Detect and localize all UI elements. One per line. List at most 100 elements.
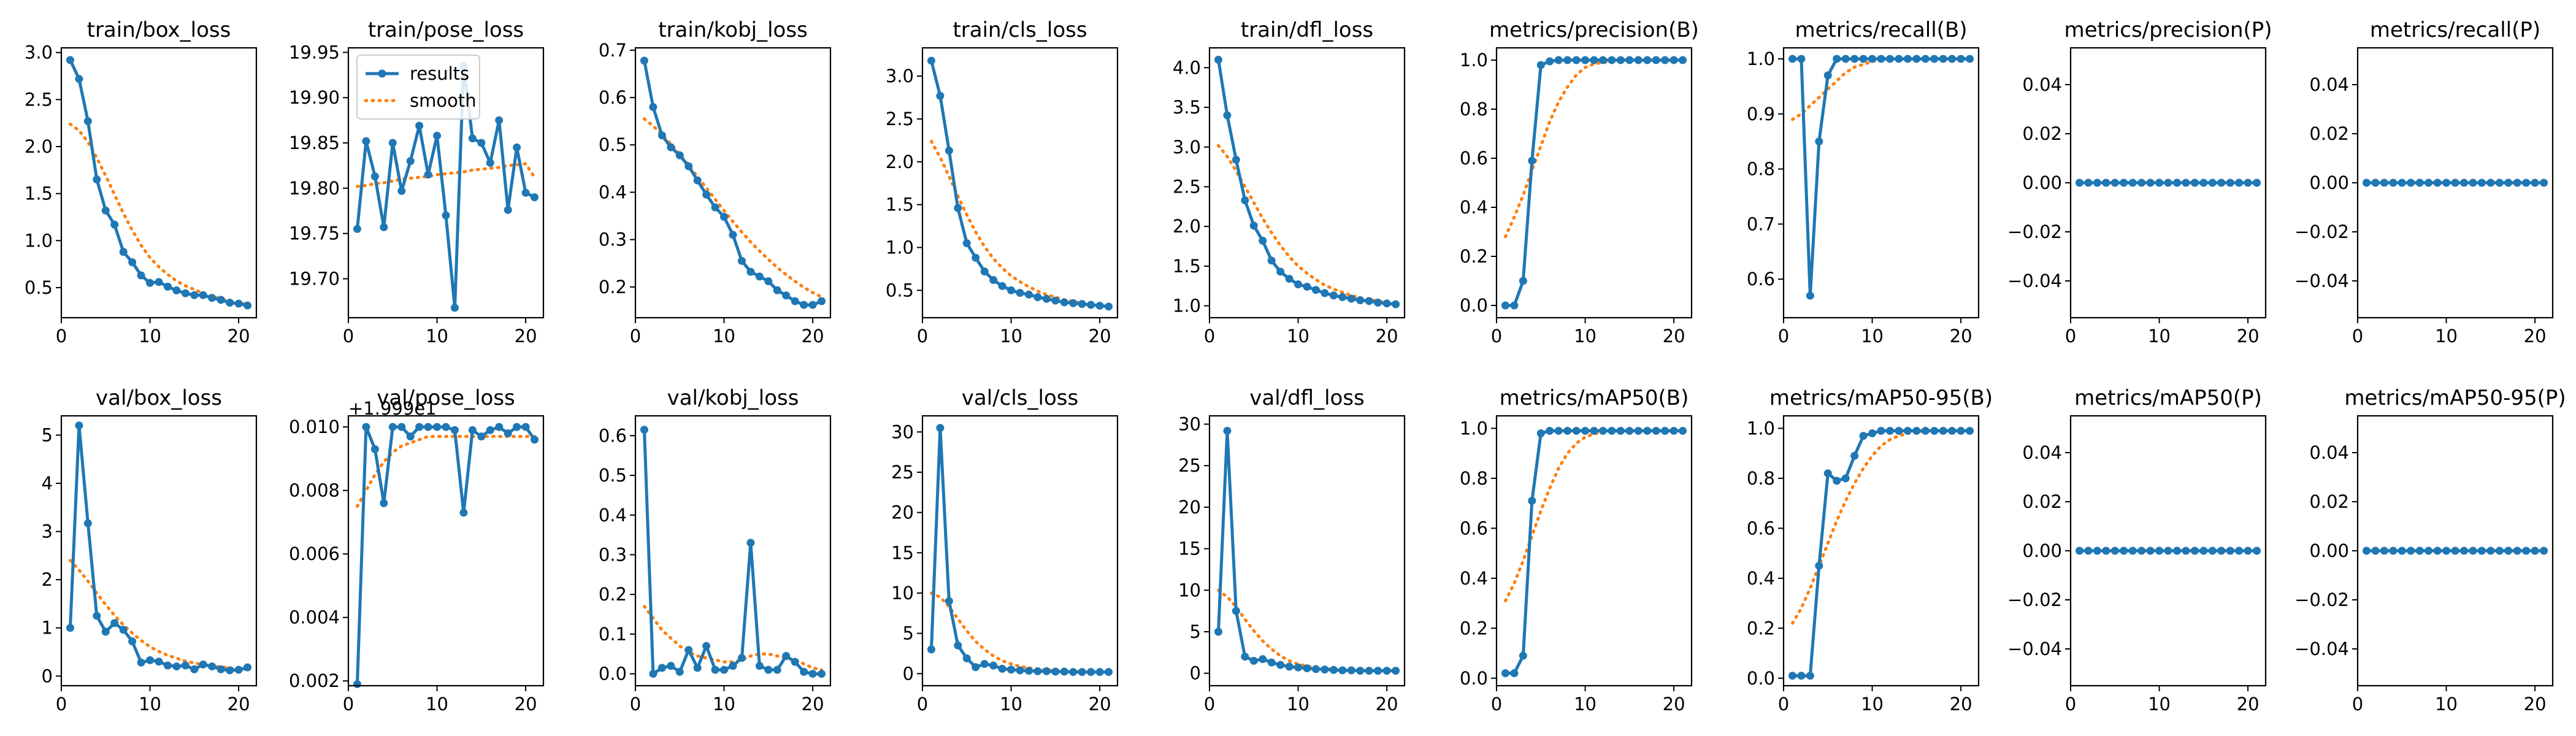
y-tick-label: 0.3 bbox=[599, 544, 627, 565]
data-point bbox=[388, 423, 397, 431]
data-point bbox=[1652, 56, 1660, 64]
data-point bbox=[1329, 291, 1338, 300]
y-tick-label: 2 bbox=[42, 569, 53, 590]
y-tick-label: 19.80 bbox=[289, 178, 340, 199]
panel-val-kobj-loss: val/kobj_loss 0 10 20 0.0 0.1 0.2 0.3 0.4 0.5 0.6 bbox=[599, 386, 832, 715]
series-line-smooth bbox=[1791, 57, 1971, 121]
data-point bbox=[155, 657, 163, 666]
data-point bbox=[782, 651, 791, 660]
panel-title: val/cls_loss bbox=[962, 386, 1078, 410]
y-tick-label: 0.6 bbox=[1747, 518, 1775, 539]
data-point bbox=[1616, 56, 1625, 64]
data-point bbox=[1536, 429, 1545, 438]
y-tick-label: 0.02 bbox=[2309, 491, 2349, 512]
data-point bbox=[1581, 426, 1590, 435]
x-tick-label: 10 bbox=[1861, 694, 1884, 715]
data-point bbox=[962, 654, 971, 662]
y-tick-label: 0.4 bbox=[599, 505, 627, 526]
data-point bbox=[1223, 426, 1232, 435]
data-point bbox=[1356, 296, 1365, 305]
series-line-smooth bbox=[1791, 429, 1971, 625]
data-point bbox=[1948, 426, 1957, 435]
data-point bbox=[83, 117, 92, 126]
data-point bbox=[1042, 294, 1051, 303]
data-point bbox=[1608, 56, 1616, 64]
data-point bbox=[380, 499, 388, 507]
data-point bbox=[1069, 668, 1078, 677]
x-tick-label: 10 bbox=[2435, 326, 2458, 347]
data-point bbox=[2244, 178, 2252, 187]
data-point bbox=[2199, 178, 2208, 187]
y-tick-label: 0.5 bbox=[886, 280, 914, 301]
data-point bbox=[737, 256, 746, 265]
data-point bbox=[1661, 56, 1669, 64]
data-point bbox=[468, 134, 477, 143]
data-point bbox=[1087, 668, 1095, 677]
y-tick-label: 0.5 bbox=[25, 277, 53, 298]
data-point bbox=[1563, 426, 1572, 435]
data-point bbox=[504, 429, 512, 437]
data-point bbox=[1966, 426, 1974, 435]
data-point bbox=[684, 646, 693, 654]
data-point bbox=[1267, 256, 1276, 265]
data-point bbox=[1519, 651, 1527, 660]
plot-frame bbox=[1495, 415, 1693, 687]
series-line-results bbox=[69, 424, 248, 672]
data-point bbox=[2513, 178, 2521, 187]
x-tick-label: 20 bbox=[1663, 694, 1685, 715]
series-line-smooth bbox=[356, 162, 536, 188]
x-tick-label: 20 bbox=[515, 326, 537, 347]
data-point bbox=[998, 664, 1006, 673]
data-point bbox=[1007, 286, 1016, 294]
data-point bbox=[773, 665, 781, 674]
data-point bbox=[1797, 672, 1806, 680]
data-point bbox=[2084, 546, 2093, 555]
data-point bbox=[1382, 299, 1391, 308]
data-point bbox=[234, 665, 243, 674]
data-point bbox=[2389, 178, 2398, 187]
data-point bbox=[1546, 426, 1554, 435]
y-tick-label: 0.002 bbox=[289, 670, 340, 691]
data-point bbox=[1528, 156, 1536, 165]
data-point bbox=[75, 421, 83, 430]
panel-title: metrics/precision(P) bbox=[2064, 18, 2272, 42]
y-tick-label: 0.02 bbox=[2309, 123, 2349, 144]
data-point bbox=[1823, 71, 1832, 80]
y-tick-label: 0.8 bbox=[1747, 468, 1775, 489]
data-point bbox=[172, 662, 181, 671]
data-point bbox=[2075, 178, 2083, 187]
x-tick-label: 20 bbox=[802, 694, 824, 715]
series-line-results bbox=[930, 426, 1109, 674]
y-tick-label: 0.6 bbox=[1747, 269, 1775, 289]
x-tick-label: 20 bbox=[802, 326, 824, 347]
data-point bbox=[217, 296, 225, 304]
data-point bbox=[226, 298, 234, 307]
data-point bbox=[486, 159, 494, 167]
y-tick-label: 3.0 bbox=[886, 66, 914, 86]
x-tick-label: 0 bbox=[56, 694, 67, 715]
panel-title: train/pose_loss bbox=[368, 18, 524, 42]
data-point bbox=[693, 176, 702, 185]
y-tick-label: 0.2 bbox=[1460, 246, 1488, 267]
data-point bbox=[1877, 426, 1885, 435]
data-point bbox=[989, 661, 998, 670]
data-point bbox=[406, 432, 415, 441]
data-point bbox=[2164, 178, 2172, 187]
data-point bbox=[1276, 267, 1285, 276]
data-point bbox=[199, 291, 207, 299]
x-tick-label: 10 bbox=[2435, 694, 2458, 715]
y-tick-label: 0.0 bbox=[599, 664, 627, 684]
data-point bbox=[702, 642, 711, 650]
data-point bbox=[693, 664, 702, 672]
data-point bbox=[2155, 546, 2164, 555]
data-point bbox=[1868, 55, 1877, 63]
data-point bbox=[1382, 667, 1391, 675]
data-point bbox=[1105, 302, 1113, 311]
data-point bbox=[1303, 283, 1311, 291]
data-point bbox=[1661, 426, 1669, 435]
y-tick-label: 0 bbox=[1190, 663, 1201, 684]
data-point bbox=[1850, 451, 1859, 460]
x-tick-label: 10 bbox=[426, 326, 448, 347]
data-point bbox=[1241, 653, 1249, 661]
